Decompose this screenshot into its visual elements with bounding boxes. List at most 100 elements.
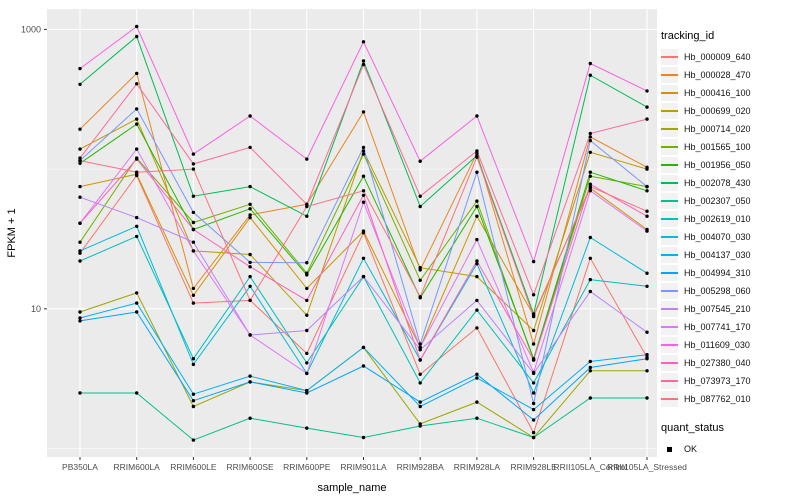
x-tick-label: RRIM928LA (454, 462, 501, 472)
data-point (78, 184, 82, 189)
data-point (475, 326, 479, 330)
data-point (78, 82, 82, 87)
data-point (305, 261, 309, 265)
legend-item-label: Hb_000416_100 (684, 88, 751, 98)
data-point (645, 369, 649, 373)
data-point (645, 357, 649, 361)
data-point (78, 310, 82, 314)
data-point (531, 370, 536, 375)
data-point (248, 260, 252, 265)
data-point (645, 209, 649, 213)
data-point (588, 184, 592, 189)
legend-line-swatch-icon (661, 200, 678, 202)
legend-line-swatch-icon (661, 254, 678, 256)
legend-key (661, 175, 678, 191)
legend-line-swatch-icon (661, 362, 678, 364)
data-point (418, 400, 422, 404)
x-tick-label: RRII105LA_Stressed (607, 462, 687, 472)
legend-key (661, 337, 678, 353)
data-point (191, 286, 196, 291)
legend-item: Hb_002619_010 (661, 210, 799, 228)
data-point (135, 224, 139, 228)
data-point (135, 391, 139, 395)
data-point (645, 214, 649, 218)
legend-item-label: Hb_002307_050 (684, 196, 751, 206)
data-point (475, 170, 479, 174)
data-point (248, 380, 252, 384)
y-axis-title: FPKM + 1 (6, 208, 18, 257)
legend-item: Hb_001565_100 (661, 138, 799, 156)
legend-line-swatch-icon (661, 398, 678, 400)
legend-item: Hb_007741_170 (661, 318, 799, 336)
data-point (418, 345, 422, 350)
data-point (418, 295, 422, 299)
data-point (645, 330, 649, 334)
legend-item-label: Hb_005298_060 (684, 286, 751, 296)
legend-key (661, 67, 678, 83)
legend-status-label: OK (684, 444, 698, 454)
data-point (191, 392, 196, 396)
data-point (475, 372, 479, 376)
data-point (588, 182, 592, 186)
data-point (361, 435, 366, 440)
data-point (135, 301, 139, 305)
data-point (588, 396, 592, 400)
data-point (305, 157, 309, 161)
legend-line-swatch-icon (661, 290, 678, 292)
data-point (191, 162, 196, 166)
data-point (475, 114, 479, 118)
data-point (248, 374, 252, 378)
legend: tracking_id Hb_000009_640 Hb_000028_470 Hb… (661, 30, 799, 458)
legend-item: Hb_000714_020 (661, 120, 799, 138)
legend-item-label: Hb_000714_020 (684, 124, 751, 134)
data-point (588, 170, 592, 174)
legend-key (661, 229, 678, 245)
data-point (361, 174, 366, 178)
data-point (248, 145, 252, 150)
data-point (135, 215, 139, 220)
legend-key (661, 49, 678, 65)
legend-line-swatch-icon (661, 92, 678, 94)
data-point (588, 256, 592, 260)
data-point (248, 213, 252, 217)
data-point (531, 259, 536, 264)
data-point (588, 189, 592, 193)
legend-key (661, 85, 678, 101)
data-point (78, 249, 82, 253)
legend-item-label: Hb_007545_210 (684, 304, 751, 314)
legend-line-swatch-icon (661, 308, 678, 310)
data-point (191, 357, 196, 361)
data-point (475, 416, 479, 420)
legend-line-swatch-icon (661, 164, 678, 166)
legend-item: Hb_001956_050 (661, 156, 799, 174)
data-point (361, 345, 366, 350)
data-point (645, 105, 649, 109)
legend-title-quant-status: quant_status (661, 422, 724, 434)
data-point (248, 184, 252, 189)
x-tick-label: RRIM901LA (340, 462, 387, 472)
data-point (78, 319, 82, 323)
legend-line-swatch-icon (661, 236, 678, 238)
data-point (248, 265, 252, 269)
data-point (191, 240, 196, 244)
data-point (418, 424, 422, 428)
data-point (588, 150, 592, 154)
data-point (305, 214, 309, 218)
data-point (248, 215, 252, 220)
legend-key (661, 211, 678, 227)
data-point (305, 298, 309, 303)
legend-gap (661, 408, 799, 422)
data-point (588, 277, 592, 282)
data-point (135, 34, 139, 39)
legend-item: Hb_004137_030 (661, 246, 799, 264)
data-point (305, 391, 309, 395)
legend-line-swatch-icon (661, 182, 678, 184)
legend-key (661, 157, 678, 173)
legend-line-swatch-icon (661, 128, 678, 130)
data-point (191, 399, 196, 403)
data-point (531, 314, 536, 319)
data-point (418, 372, 422, 376)
data-point (135, 82, 139, 86)
legend-item: Hb_073973_170 (661, 372, 799, 390)
